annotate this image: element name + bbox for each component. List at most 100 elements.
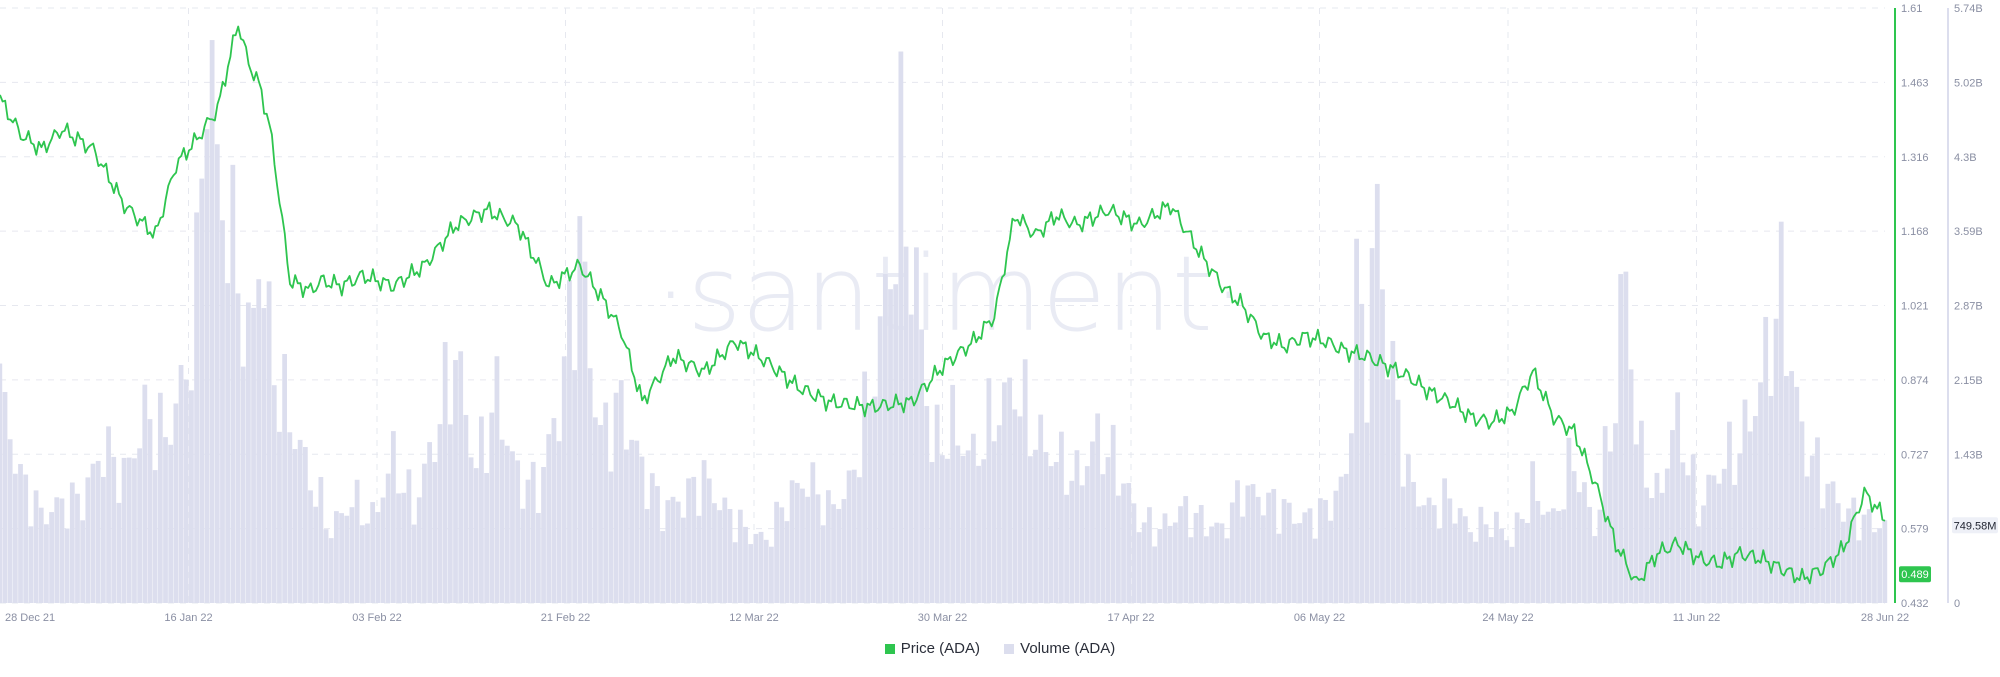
legend-item-volume[interactable]: Volume (ADA) (1004, 640, 1115, 657)
volume-bar (1214, 522, 1220, 603)
volume-bar (49, 512, 54, 603)
volume-bar (1178, 506, 1183, 603)
volume-bar (1545, 511, 1551, 603)
volume-bar (1742, 399, 1748, 603)
volume-bar (1752, 416, 1758, 603)
volume-bar (54, 497, 60, 603)
current-price-badge (1899, 566, 1931, 583)
volume-bar (1815, 437, 1820, 603)
volume-bar (691, 476, 697, 603)
volume-bar (59, 498, 65, 603)
volume-bar (929, 462, 935, 603)
volume-swatch (1004, 643, 1015, 654)
volume-bar (712, 503, 717, 603)
volume-bar (535, 512, 541, 603)
volume-bar (1809, 455, 1815, 603)
volume-bar (1405, 454, 1411, 603)
volume-bar (1416, 506, 1422, 603)
volume-bar (1411, 481, 1416, 603)
volume-bar (1830, 481, 1836, 603)
volume-bar (297, 439, 303, 603)
volume-bar (494, 356, 500, 603)
volume-bar (173, 403, 179, 603)
legend: Price (ADA) Volume (ADA) (0, 640, 2000, 658)
volume-bar (1540, 514, 1546, 603)
volume-bar (1022, 359, 1028, 603)
volume-bar (251, 307, 256, 603)
volume-bar (717, 510, 723, 603)
volume-bar (996, 425, 1002, 603)
volume-bar (1706, 474, 1712, 603)
volume-bar (1784, 376, 1789, 603)
legend-price-label: Price (ADA) (900, 640, 980, 657)
volume-bar (1297, 523, 1303, 603)
volume-bar (970, 433, 976, 603)
volume-bar (1183, 496, 1189, 603)
volume-bar (1115, 495, 1121, 603)
volume-bar (774, 501, 779, 603)
volume-bar (432, 462, 438, 603)
volume-bar (447, 424, 453, 603)
volume-tick-label: 0 (1954, 598, 1960, 610)
volume-bar (1328, 520, 1334, 603)
legend-item-price[interactable]: Price (ADA) (884, 640, 980, 657)
volume-bar (1468, 532, 1473, 603)
volume-bar (515, 460, 521, 603)
volume-bar (1768, 395, 1774, 603)
volume-bar (308, 490, 313, 603)
volume-bar (282, 354, 288, 603)
volume-bar (1556, 511, 1561, 603)
volume-bar (1499, 528, 1504, 603)
volume-bar (437, 424, 443, 603)
volume-bar (225, 283, 231, 603)
volume-bar (1235, 480, 1240, 603)
volume-bar (1473, 541, 1479, 603)
volume-bar (1229, 502, 1235, 603)
volume-bar (1856, 540, 1862, 603)
volume-bar (624, 449, 629, 603)
volume-bar (1048, 466, 1054, 603)
volume-bar (1799, 421, 1805, 603)
volume-bar (639, 456, 645, 603)
volume-bar (313, 506, 319, 603)
volume-bar (1675, 392, 1681, 603)
volume-bar (1343, 473, 1349, 603)
x-tick-label: 11 Jun 22 (1673, 612, 1721, 624)
volume-bar (1064, 494, 1069, 603)
volume-bar (1038, 414, 1044, 603)
volume-bar (406, 469, 412, 603)
volume-bar (1426, 497, 1432, 603)
x-tick-label: 30 Mar 22 (918, 612, 968, 624)
volume-bar (1364, 422, 1370, 603)
volume-bar (1794, 386, 1800, 603)
volume-bar (1157, 529, 1163, 603)
volume-bar (261, 308, 267, 603)
volume-bar (939, 455, 945, 603)
volume-bar (38, 507, 44, 603)
volume-bar (427, 442, 433, 603)
volume-bar (240, 366, 246, 603)
current-volume-badge (1952, 517, 1998, 534)
current-volume-value: 749.58M (1954, 520, 1997, 532)
volume-bar (1333, 490, 1339, 603)
volume-bar (805, 496, 811, 603)
volume-bar (1566, 437, 1572, 603)
volume-tick-label: 4.3B (1954, 152, 1977, 164)
x-tick-label: 28 Dec 21 (5, 612, 55, 624)
volume-bar (1613, 423, 1618, 603)
volume-bar (1027, 456, 1033, 603)
volume-bar (1763, 316, 1769, 603)
volume-bar (1758, 382, 1763, 603)
volume-bar (80, 520, 86, 603)
volume-bar (784, 521, 790, 603)
volume-bar (660, 531, 666, 603)
volume-bar (924, 406, 930, 603)
volume-bar (318, 477, 324, 603)
volume-bar (898, 51, 904, 603)
price-swatch (884, 643, 895, 654)
x-tick-label: 03 Feb 22 (352, 612, 402, 624)
volume-bar (1204, 536, 1209, 603)
volume-bar (1209, 526, 1214, 603)
volume-bar (1312, 538, 1318, 603)
volume-bar (629, 439, 634, 603)
